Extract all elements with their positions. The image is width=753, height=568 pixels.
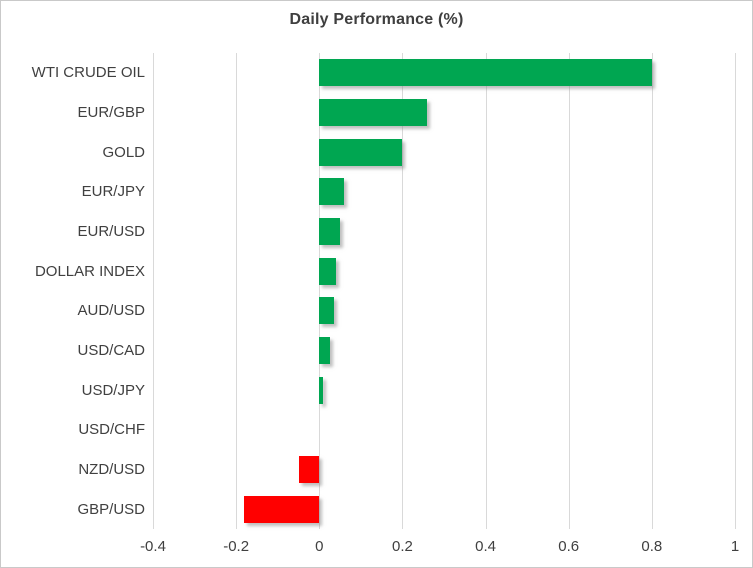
x-tick-label: 0.8 <box>641 538 663 555</box>
bar-dollar-index <box>319 257 336 285</box>
bar-eur-usd <box>319 218 341 245</box>
x-tick-label: 0.6 <box>558 538 580 555</box>
bar-usd-cad <box>319 337 330 364</box>
category-label: EUR/USD <box>77 222 145 240</box>
category-label: DOLLAR INDEX <box>34 262 145 280</box>
x-tick-label: 1 <box>730 538 740 555</box>
bar-eur-gbp <box>319 99 428 126</box>
category-label: USD/CAD <box>77 341 145 359</box>
category-label: GOLD <box>102 143 145 161</box>
bar-gold <box>319 138 403 166</box>
gridline <box>153 53 154 529</box>
bar-usd-jpy <box>319 376 324 404</box>
gridline <box>485 53 487 529</box>
bar-aud-usd <box>319 297 334 325</box>
gridline <box>236 53 238 529</box>
category-label: GBP/USD <box>77 500 145 518</box>
gridline <box>319 53 321 529</box>
category-label: USD/JPY <box>81 381 145 399</box>
gridline <box>735 53 736 529</box>
gridline <box>402 53 404 529</box>
bar-wti-crude-oil <box>319 59 652 87</box>
category-label: USD/CHF <box>78 421 145 439</box>
gridline <box>568 53 570 529</box>
category-label: AUD/USD <box>77 302 145 320</box>
plot-area <box>153 53 736 529</box>
x-tick-label: 0.2 <box>391 538 413 555</box>
category-label: NZD/USD <box>78 460 145 478</box>
x-tick-label: 0.4 <box>475 538 496 555</box>
category-label: EUR/JPY <box>81 183 145 201</box>
chart-title: Daily Performance (%) <box>289 11 464 28</box>
x-tick-label: -0.2 <box>223 538 250 555</box>
x-tick-label: -0.4 <box>140 538 166 555</box>
bar-nzd-usd <box>298 456 320 483</box>
bar-gbp-usd <box>244 495 320 523</box>
category-label: EUR/GBP <box>77 103 145 121</box>
x-tick-label: 0 <box>315 538 324 555</box>
bar-eur-jpy <box>319 178 345 206</box>
category-label: WTI CRUDE OIL <box>31 64 145 82</box>
gridline <box>651 53 653 529</box>
